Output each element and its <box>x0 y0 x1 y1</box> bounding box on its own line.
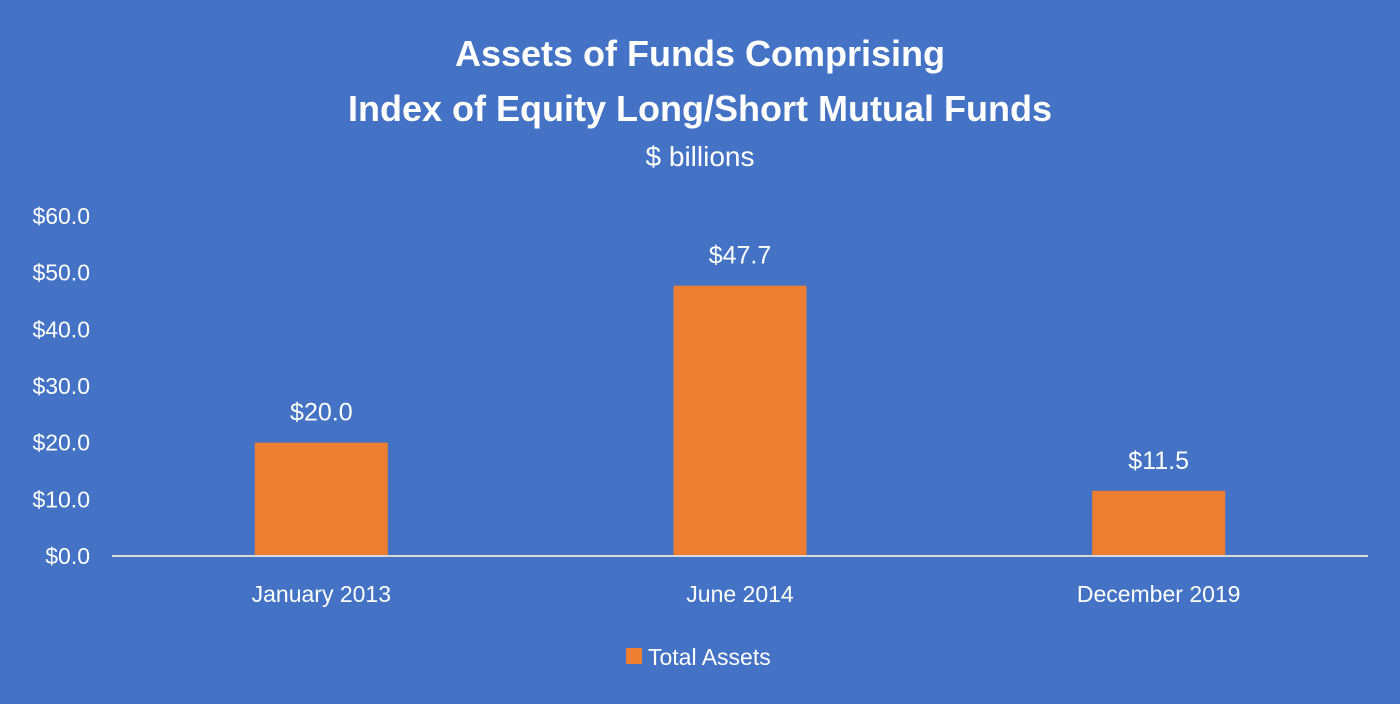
y-tick-label: $10.0 <box>32 486 90 512</box>
bar <box>254 442 388 556</box>
legend-label: Total Assets <box>648 644 771 670</box>
data-label: $11.5 <box>1128 447 1189 475</box>
y-tick-label: $40.0 <box>32 316 90 342</box>
y-tick-label: $0.0 <box>45 543 90 569</box>
data-label: $20.0 <box>290 399 353 427</box>
legend: Total Assets <box>626 644 771 670</box>
chart-title-line-1: Assets of Funds Comprising <box>455 33 945 74</box>
y-axis: $0.0 $10.0 $20.0 $30.0 $40.0 $50.0 $60.0 <box>32 203 90 569</box>
x-axis: January 2013 June 2014 December 2019 <box>112 555 1368 607</box>
x-category-label: December 2019 <box>1077 581 1241 607</box>
legend-swatch <box>626 648 642 664</box>
y-tick-label: $50.0 <box>32 260 90 286</box>
x-category-label: January 2013 <box>252 581 391 607</box>
y-tick-label: $60.0 <box>32 203 90 229</box>
bar <box>1092 490 1226 556</box>
chart-title-line-2: Index of Equity Long/Short Mutual Funds <box>348 88 1052 129</box>
bar <box>673 285 807 556</box>
bars: $20.0 $47.7 $11.5 <box>254 242 1226 556</box>
y-tick-label: $30.0 <box>32 373 90 399</box>
chart-subtitle: $ billions <box>646 141 755 172</box>
data-label: $47.7 <box>709 242 772 270</box>
x-category-label: June 2014 <box>686 581 794 607</box>
y-tick-label: $20.0 <box>32 430 90 456</box>
